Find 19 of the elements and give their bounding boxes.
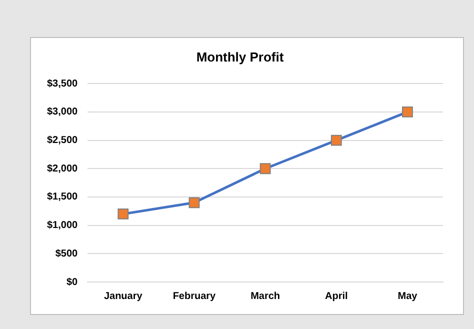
point <box>118 208 129 220</box>
point <box>260 163 271 174</box>
point <box>402 106 413 118</box>
x-tick-label: March <box>250 290 280 302</box>
y-tick-label: $2,500 <box>46 135 78 146</box>
y-tick-label: $500 <box>55 248 78 260</box>
y-tick-label: $3,500 <box>46 78 78 90</box>
y-tick-label: $1,500 <box>46 192 78 203</box>
point <box>188 197 200 208</box>
x-tick-label: February <box>172 290 216 302</box>
y-tick-label: $2,000 <box>46 163 78 174</box>
x-tick-label: January <box>104 290 143 302</box>
x-tick-label: April <box>324 290 348 302</box>
chart-title: Monthly Profit <box>196 49 284 64</box>
y-tick-label: $3,000 <box>46 106 78 118</box>
point <box>330 134 342 146</box>
y-tick-label: $0 <box>66 276 78 288</box>
x-tick-label: May <box>398 290 418 302</box>
y-tick-label: $1,000 <box>46 220 78 232</box>
